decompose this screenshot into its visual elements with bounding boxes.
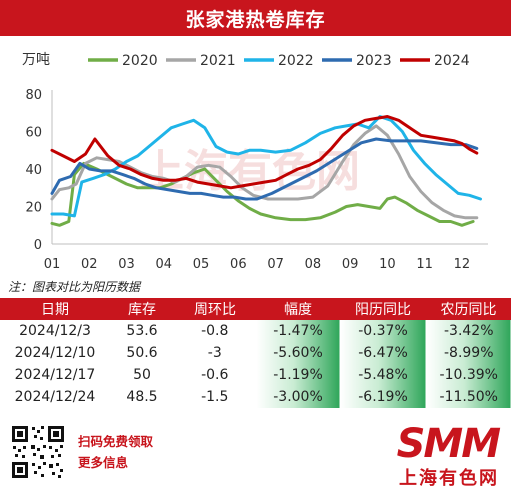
series-line-2021 — [50, 124, 479, 220]
cell-rate: -1.47% — [255, 320, 340, 342]
x-tick-label: 07 — [267, 257, 284, 272]
series-line-2024 — [50, 115, 479, 190]
cell-lunar-yoy: -8.99% — [425, 342, 511, 364]
qr-code-icon[interactable] — [10, 424, 66, 480]
cell-solar-yoy: -0.37% — [339, 320, 426, 342]
cell-stock: 50.6 — [126, 345, 158, 361]
x-tick-label: 02 — [81, 257, 98, 272]
x-tick-label: 09 — [342, 257, 359, 272]
x-tick-label: 08 — [305, 257, 322, 272]
cell-wow: -3 — [207, 345, 222, 361]
cell-wow: -0.8 — [201, 323, 229, 339]
table-row: 2024/12/17 50 -0.6 -1.19% -5.48% -10.39% — [0, 364, 511, 386]
promo-line-2[interactable]: 更多信息 — [78, 455, 129, 470]
y-tick-label: 40 — [25, 163, 42, 178]
y-tick-label: 0 — [34, 238, 42, 253]
title-bar: 张家港热卷库存 — [0, 0, 511, 36]
inventory-table: 日期 库存 周环比 幅度 阳历同比 农历同比 2024/12/3 53.6 -0… — [0, 298, 511, 408]
x-tick-label: 04 — [156, 257, 173, 272]
cell-lunar-yoy: -3.42% — [425, 320, 511, 342]
x-tick-label: 10 — [379, 257, 396, 272]
cell-solar-yoy: -6.19% — [339, 386, 426, 408]
brand-logo-cn: 上海有色网 — [399, 468, 499, 489]
cell-solar-yoy: -6.47% — [339, 342, 426, 364]
header-solar-yoy: 阳历同比 — [340, 298, 426, 320]
cell-stock: 50 — [133, 367, 151, 383]
table-header-row: 日期 库存 周环比 幅度 阳历同比 农历同比 — [0, 298, 511, 320]
y-tick-label: 60 — [25, 126, 42, 141]
x-tick-label: 06 — [230, 257, 247, 272]
x-tick-label: 11 — [416, 257, 433, 272]
x-tick-label: 01 — [44, 257, 61, 272]
page-title: 张家港热卷库存 — [185, 8, 326, 31]
cell-rate: -5.60% — [255, 342, 340, 364]
table-row: 2024/12/10 50.6 -3 -5.60% -6.47% -8.99% — [0, 342, 511, 364]
legend-label: 2023 — [356, 53, 392, 69]
legend-label: 2022 — [278, 53, 314, 69]
legend-label: 2021 — [200, 53, 236, 69]
header-date: 日期 — [0, 298, 110, 320]
header-stock: 库存 — [110, 298, 174, 320]
header-lunar-yoy: 农历同比 — [426, 298, 511, 320]
cell-date: 2024/12/10 — [14, 345, 96, 361]
cell-date: 2024/12/24 — [14, 389, 96, 405]
header-wow: 周环比 — [174, 298, 256, 320]
y-tick-label: 80 — [25, 88, 42, 103]
cell-rate: -1.19% — [255, 364, 340, 386]
cell-wow: -1.5 — [201, 389, 229, 405]
cell-stock: 48.5 — [126, 389, 158, 405]
chart-note: 注：图表对比为阳历数据 — [8, 280, 141, 294]
y-unit-label: 万吨 — [22, 52, 50, 68]
cell-stock: 53.6 — [126, 323, 158, 339]
table-row: 2024/12/3 53.6 -0.8 -1.47% -0.37% -3.42% — [0, 320, 511, 342]
series-line-2022 — [50, 115, 482, 218]
cell-lunar-yoy: -10.39% — [425, 364, 511, 386]
cell-lunar-yoy: -11.50% — [425, 386, 511, 408]
cell-solar-yoy: -5.48% — [339, 364, 426, 386]
brand-logo-smm: SMM — [396, 421, 501, 467]
cell-date: 2024/12/17 — [14, 367, 96, 383]
series-line-2023 — [50, 137, 479, 201]
y-tick-label: 20 — [25, 201, 42, 216]
header-rate: 幅度 — [256, 298, 340, 320]
x-tick-label: 05 — [193, 257, 210, 272]
legend-label: 2020 — [122, 53, 158, 69]
cell-rate: -3.00% — [255, 386, 340, 408]
series-line-2020 — [50, 161, 475, 227]
legend-label: 2024 — [434, 53, 470, 69]
table-row: 2024/12/24 48.5 -1.5 -3.00% -6.19% -11.5… — [0, 386, 511, 408]
cell-wow: -0.6 — [201, 367, 229, 383]
x-tick-label: 12 — [454, 257, 471, 272]
x-tick-label: 03 — [118, 257, 135, 272]
cell-date: 2024/12/3 — [19, 323, 91, 339]
promo-line-1[interactable]: 扫码免费领取 — [78, 434, 154, 449]
